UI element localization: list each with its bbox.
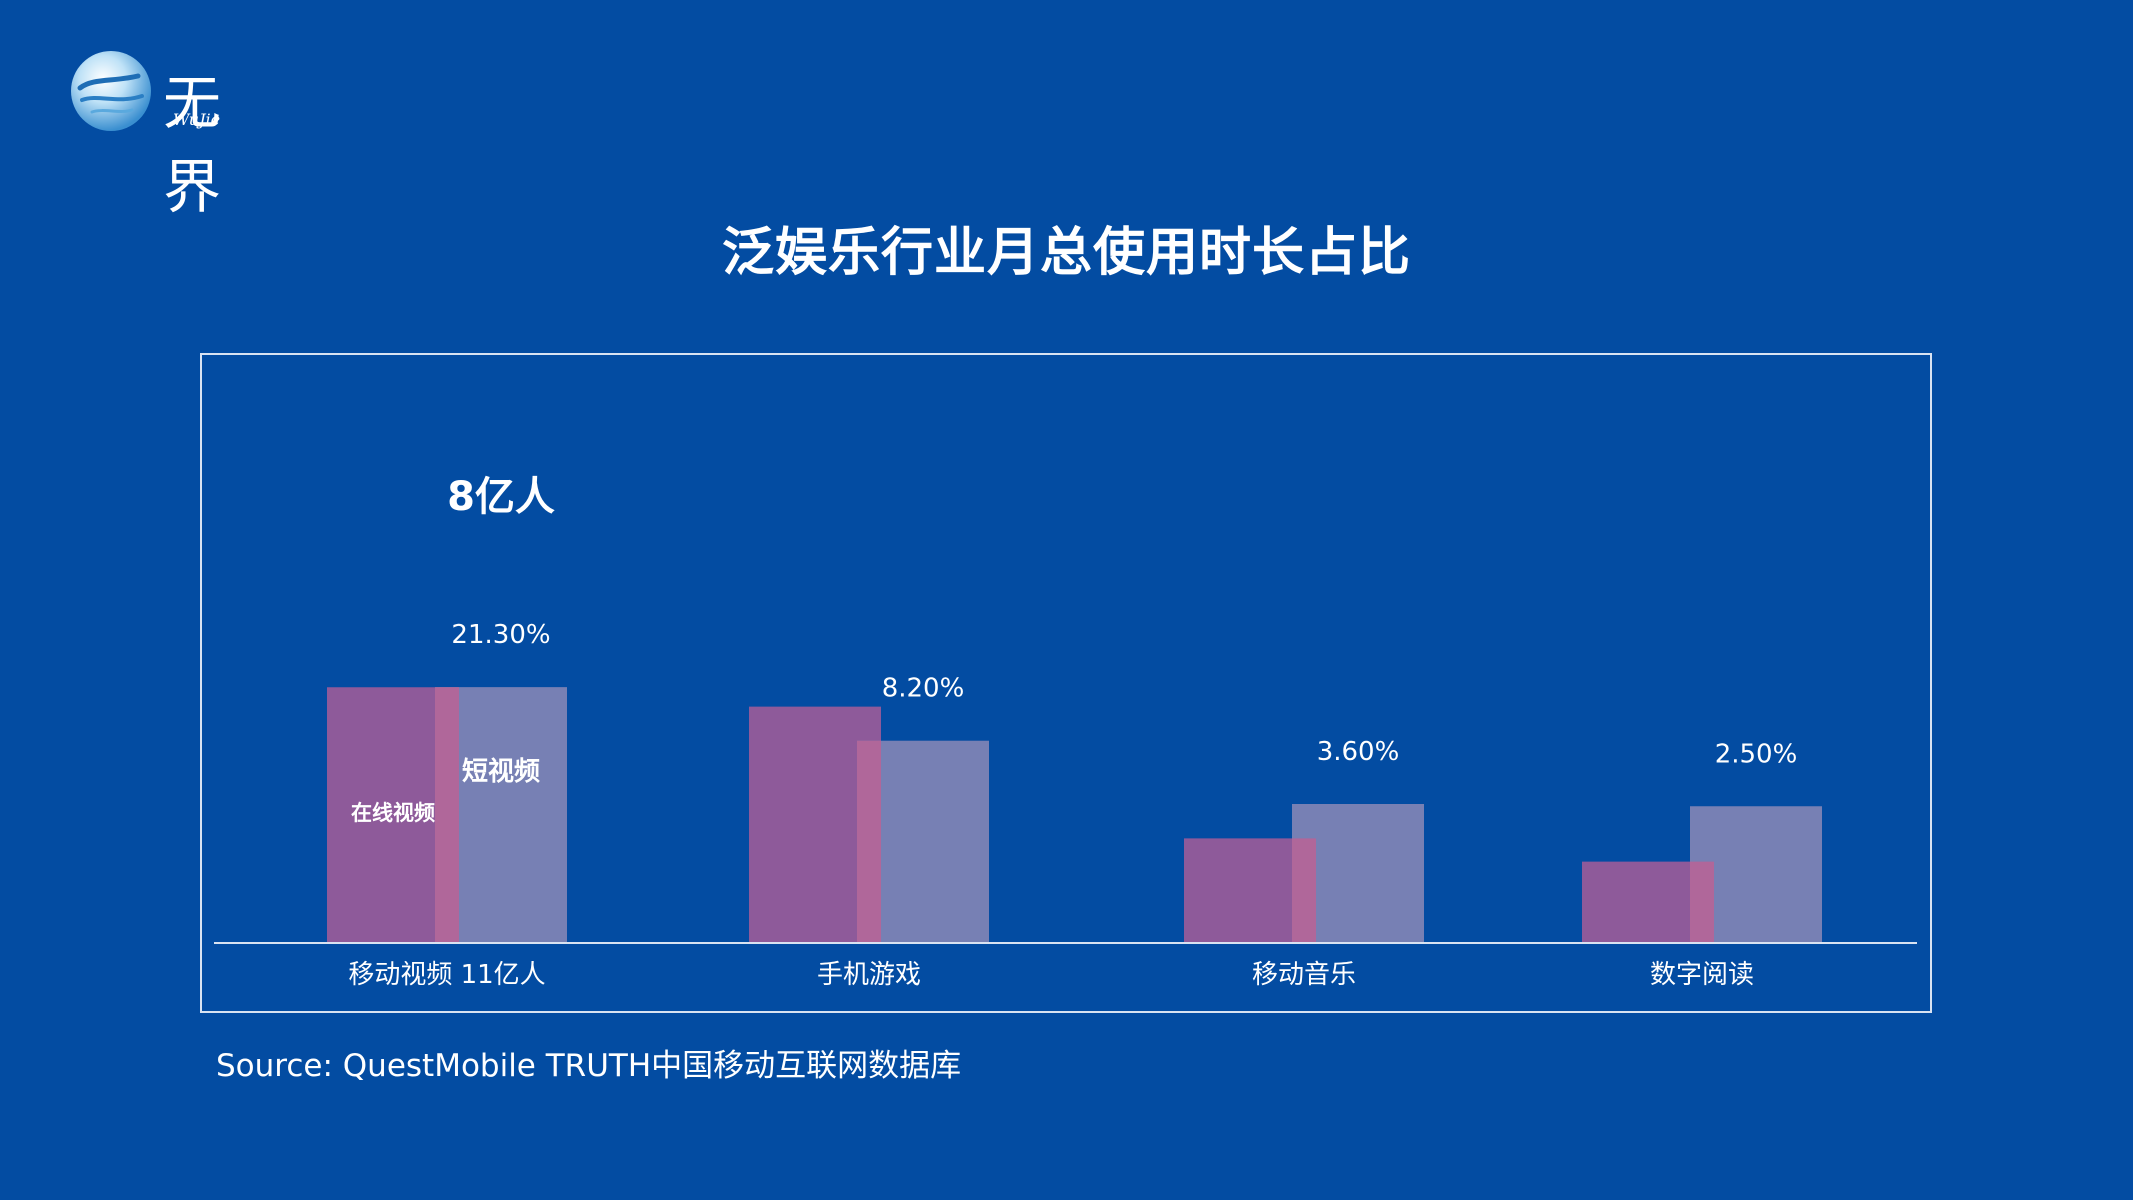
bar-overlap-3 — [1690, 861, 1714, 943]
source-note: Source: QuestMobile TRUTH中国移动互联网数据库 — [216, 1048, 962, 1084]
bar-chart: 21.30% 移动视频 11亿人 8.20% 手机游戏 3.60% 移动音乐 2.50% 数字… — [214, 474, 1917, 990]
data-label-0: 21.30% — [451, 620, 550, 650]
globe-logo-icon — [71, 51, 151, 131]
annotation-online-video: 在线视频 — [351, 801, 435, 825]
category-label-0: 移动视频 11亿人 — [348, 960, 545, 990]
logo-subtext: WuJie — [173, 110, 221, 129]
data-label-2: 3.60% — [1317, 737, 1400, 767]
logo: 无界 WuJie — [68, 48, 278, 221]
category-label-1: 手机游戏 — [817, 960, 921, 990]
chart-frame: 21.30% 移动视频 11亿人 8.20% 手机游戏 3.60% 移动音乐 2.50% 数字… — [200, 353, 1932, 1013]
category-label-2: 移动音乐 — [1252, 960, 1356, 990]
bar-overlap-2 — [1292, 838, 1316, 943]
category-label-3: 数字阅读 — [1650, 960, 1754, 990]
annotation-8yi: 8亿人 — [447, 474, 555, 520]
page-title: 泛娱乐行业月总使用时长占比 — [721, 223, 1411, 283]
data-label-3: 2.50% — [1715, 739, 1798, 769]
bar-overlap-0 — [435, 687, 459, 943]
data-label-1: 8.20% — [882, 674, 965, 704]
annotation-short-video: 短视频 — [462, 757, 540, 787]
logo-text: 无界 — [163, 69, 224, 221]
bar-overlap-1 — [857, 740, 881, 943]
